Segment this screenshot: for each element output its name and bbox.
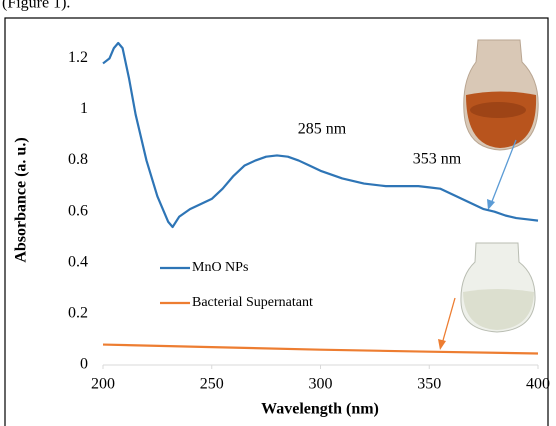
annotation: 285 nm [298, 121, 347, 138]
figure: (Figure 1). Wavelength (nm) Absorbance (… [0, 0, 556, 426]
arrow [438, 298, 455, 350]
arrow [487, 140, 516, 210]
flask-illustration [461, 243, 535, 332]
y-tick-label: 0.8 [68, 151, 88, 168]
legend-label: Bacterial Supernatant [192, 295, 313, 310]
y-tick-label: 1 [80, 100, 88, 117]
y-tick-label: 1.2 [68, 49, 88, 66]
y-tick-label: 0.2 [68, 305, 88, 322]
x-tick-label: 300 [309, 376, 333, 393]
y-tick-label: 0 [80, 356, 88, 373]
y-axis-title: Absorbance (a. u.) [13, 137, 30, 262]
x-tick-label: 200 [91, 376, 115, 393]
x-tick-label: 350 [417, 376, 441, 393]
x-tick-label: 400 [526, 376, 550, 393]
document-text: (Figure 1). [2, 0, 70, 12]
y-tick-label: 0.4 [68, 253, 88, 270]
annotation: 353 nm [413, 151, 462, 168]
y-tick-label: 0.6 [68, 202, 88, 219]
x-tick-label: 250 [200, 376, 224, 393]
x-axis-title: Wavelength (nm) [261, 401, 379, 418]
data-line [103, 345, 538, 354]
flask-illustration [464, 40, 538, 150]
legend-label: MnO NPs [192, 260, 248, 275]
